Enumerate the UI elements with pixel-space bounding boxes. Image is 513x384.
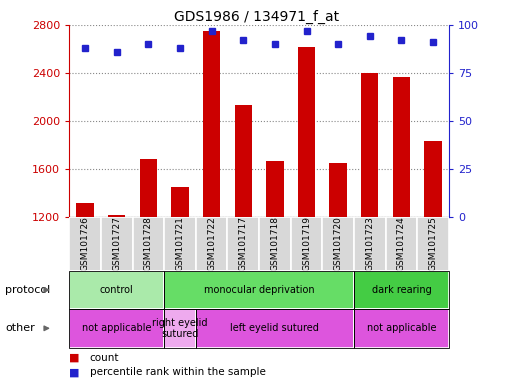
Bar xyxy=(108,215,125,217)
Bar xyxy=(203,31,220,217)
Text: GSM101720: GSM101720 xyxy=(333,217,343,271)
Text: GSM101722: GSM101722 xyxy=(207,217,216,271)
Bar xyxy=(266,161,284,217)
Bar xyxy=(386,217,417,271)
Text: count: count xyxy=(90,353,120,363)
Bar xyxy=(417,217,449,271)
Text: GSM101724: GSM101724 xyxy=(397,217,406,271)
Bar xyxy=(227,217,259,271)
Text: GSM101721: GSM101721 xyxy=(175,217,185,271)
Bar xyxy=(291,217,322,271)
Text: control: control xyxy=(100,285,133,295)
Text: percentile rank within the sample: percentile rank within the sample xyxy=(90,367,266,377)
Bar xyxy=(424,141,442,217)
Bar xyxy=(171,187,189,217)
Bar xyxy=(322,217,354,271)
Text: not applicable: not applicable xyxy=(82,323,151,333)
Bar xyxy=(164,217,196,271)
Bar xyxy=(76,203,94,217)
Bar xyxy=(259,217,291,271)
Text: GSM101727: GSM101727 xyxy=(112,217,121,271)
Text: left eyelid sutured: left eyelid sutured xyxy=(230,323,319,333)
Bar xyxy=(140,159,157,217)
Text: GSM101719: GSM101719 xyxy=(302,216,311,271)
Text: GSM101718: GSM101718 xyxy=(270,216,280,271)
Bar xyxy=(393,76,410,217)
Text: other: other xyxy=(5,323,35,333)
Bar xyxy=(298,46,315,217)
Bar xyxy=(69,217,101,271)
Bar xyxy=(354,217,386,271)
Text: GSM101723: GSM101723 xyxy=(365,217,374,271)
Bar xyxy=(234,105,252,217)
Text: dark rearing: dark rearing xyxy=(371,285,431,295)
Text: not applicable: not applicable xyxy=(367,323,436,333)
Bar xyxy=(329,163,347,217)
Text: GSM101726: GSM101726 xyxy=(81,217,90,271)
Text: monocular deprivation: monocular deprivation xyxy=(204,285,314,295)
Bar xyxy=(361,73,379,217)
Text: GSM101717: GSM101717 xyxy=(239,216,248,271)
Bar xyxy=(132,217,164,271)
Text: protocol: protocol xyxy=(5,285,50,295)
Bar xyxy=(196,217,227,271)
Text: ■: ■ xyxy=(69,367,80,377)
Text: GSM101725: GSM101725 xyxy=(428,217,438,271)
Bar xyxy=(101,217,132,271)
Text: GSM101728: GSM101728 xyxy=(144,217,153,271)
Text: right eyelid
sutured: right eyelid sutured xyxy=(152,318,208,339)
Text: GDS1986 / 134971_f_at: GDS1986 / 134971_f_at xyxy=(174,10,339,24)
Text: ■: ■ xyxy=(69,353,80,363)
